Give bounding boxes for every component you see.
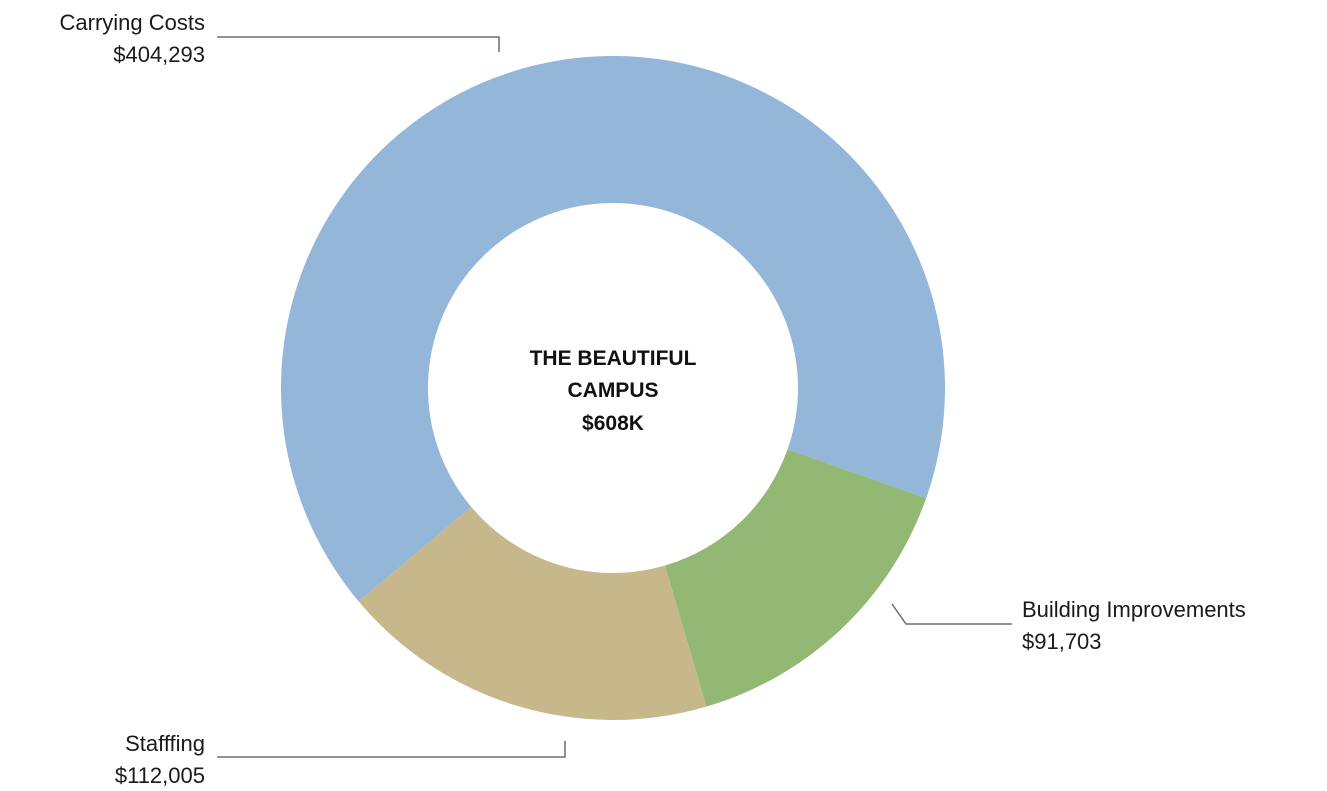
slice-staffing bbox=[358, 506, 707, 720]
leader-line-carrying-costs bbox=[217, 36, 500, 52]
slice-building-improvements bbox=[664, 449, 927, 707]
slice-label-carrying-costs: Carrying Costs bbox=[60, 10, 205, 35]
slice-label-staffing: Stafffing bbox=[125, 731, 205, 756]
center-label-total: $608K bbox=[582, 412, 644, 435]
leader-line-staffing bbox=[217, 741, 566, 758]
donut-slices bbox=[281, 55, 945, 720]
slice-value-staffing: $112,005 bbox=[115, 763, 205, 788]
leader-line-building-improvements bbox=[891, 603, 1012, 625]
slice-value-building-improvements: $91,703 bbox=[1022, 629, 1102, 654]
slice-value-carrying-costs: $404,293 bbox=[113, 42, 205, 67]
slice-carrying-costs bbox=[281, 55, 945, 602]
center-label-line-1: THE BEAUTIFUL bbox=[530, 347, 697, 370]
slice-label-building-improvements: Building Improvements bbox=[1022, 597, 1246, 622]
center-label-line-2: CAMPUS bbox=[567, 379, 658, 402]
